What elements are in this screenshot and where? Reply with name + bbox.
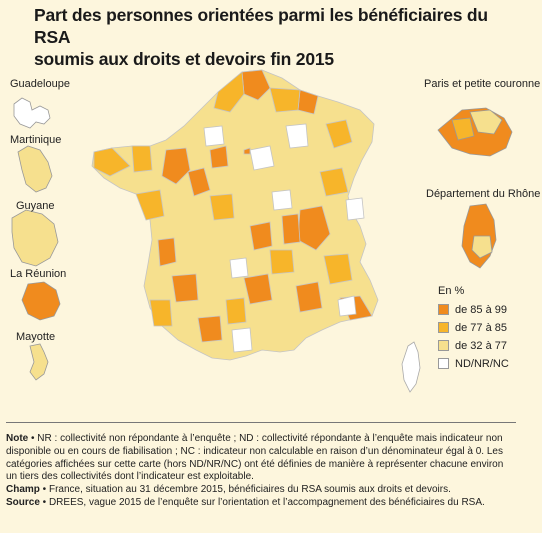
paris-inset-center [451,117,475,141]
source-label: Source [6,496,40,508]
paris-inset-north [469,109,503,135]
champ-text: • France, situation au 31 décembre 2015,… [39,484,451,496]
region-mid-1 [213,71,245,113]
legend-swatch [438,304,449,315]
legend-item: de 85 à 99 [438,302,509,317]
legend-swatch [438,358,449,369]
champ-label: Champ [6,484,40,496]
region-mid-9 [149,299,173,327]
region-nd-7 [337,295,357,317]
note-paragraph: Note • NR : collectivité non répondante … [6,433,516,484]
region-mid-11 [269,249,295,275]
rhone-inset [461,203,497,269]
reunion-shape [21,281,61,321]
region-nd-2 [285,123,309,149]
paris-inset [437,107,513,157]
legend-label: de 85 à 99 [455,303,507,316]
guadeloupe-shape [13,97,51,129]
source-paragraph: Source • DREES, vague 2015 de l’enquête … [6,497,516,510]
guyane-shape [11,209,59,267]
source-text: • DREES, vague 2015 de l’enquête sur l’o… [39,496,485,508]
title-line-2: soumis aux droits et devoirs fin 2015 [34,49,334,69]
label-reunion: La Réunion [10,268,67,280]
map-legend: En % de 85 à 99 de 77 à 85 de 32 à 77 ND… [438,285,509,374]
region-nd-6 [229,257,249,279]
title-line-1: Part des personnes orientées parmi les b… [34,5,488,47]
map-svg [11,69,513,393]
legend-label: ND/NR/NC [455,357,509,370]
region-high-7 [281,213,301,245]
region-nd-8 [231,327,253,353]
note-text: • NR : collectivité non répondante à l’e… [6,433,504,483]
region-high-4 [187,167,211,197]
legend-item: de 77 à 85 [438,320,509,335]
rhone-inset-metropole [471,235,493,259]
region-high-5 [209,145,229,169]
notes-block: Note • NR : collectivité non répondante … [6,422,516,510]
region-high-11 [243,273,273,305]
legend-title: En % [438,285,465,297]
legend-label: de 77 à 85 [455,321,507,334]
region-high-12 [295,281,323,313]
region-high-9 [157,237,177,267]
corsica [401,341,421,393]
legend-item: ND/NR/NC [438,356,509,371]
region-mid-7 [209,193,235,221]
label-mayotte: Mayotte [16,331,56,343]
region-mid-4 [131,145,153,173]
label-paris: Paris et petite couronne [424,78,541,90]
mainland-france [91,69,379,361]
region-nd-5 [345,197,365,221]
region-high-8 [249,221,273,251]
region-mid-12 [323,253,353,285]
legend-item: de 32 à 77 [438,338,509,353]
region-mid-2 [269,87,301,113]
region-mid-5 [135,189,165,221]
label-guadeloupe: Guadeloupe [10,78,70,90]
region-high-3 [161,147,191,185]
martinique-shape [17,145,53,193]
mayotte-shape [29,343,49,381]
region-nd-4 [271,189,293,211]
region-nd-3 [203,125,225,147]
map-title: Part des personnes orientées parmi les b… [34,4,514,70]
region-nd-1 [249,145,275,171]
legend-label: de 32 à 77 [455,339,507,352]
label-martinique: Martinique [10,134,62,146]
region-high-2 [297,89,319,115]
region-mid-10 [225,297,247,325]
legend-swatch [438,340,449,351]
legend-swatch [438,322,449,333]
region-high-10 [171,273,199,303]
note-label: Note [6,433,29,444]
label-guyane: Guyane [16,200,55,212]
region-mid-3 [93,147,131,177]
region-high-13 [197,315,223,343]
paris-marker [243,147,251,155]
region-mid-8 [319,167,349,197]
region-mid-6 [325,119,353,149]
label-rhone: Département du Rhône [426,188,541,200]
champ-paragraph: Champ • France, situation au 31 décembre… [6,484,516,497]
